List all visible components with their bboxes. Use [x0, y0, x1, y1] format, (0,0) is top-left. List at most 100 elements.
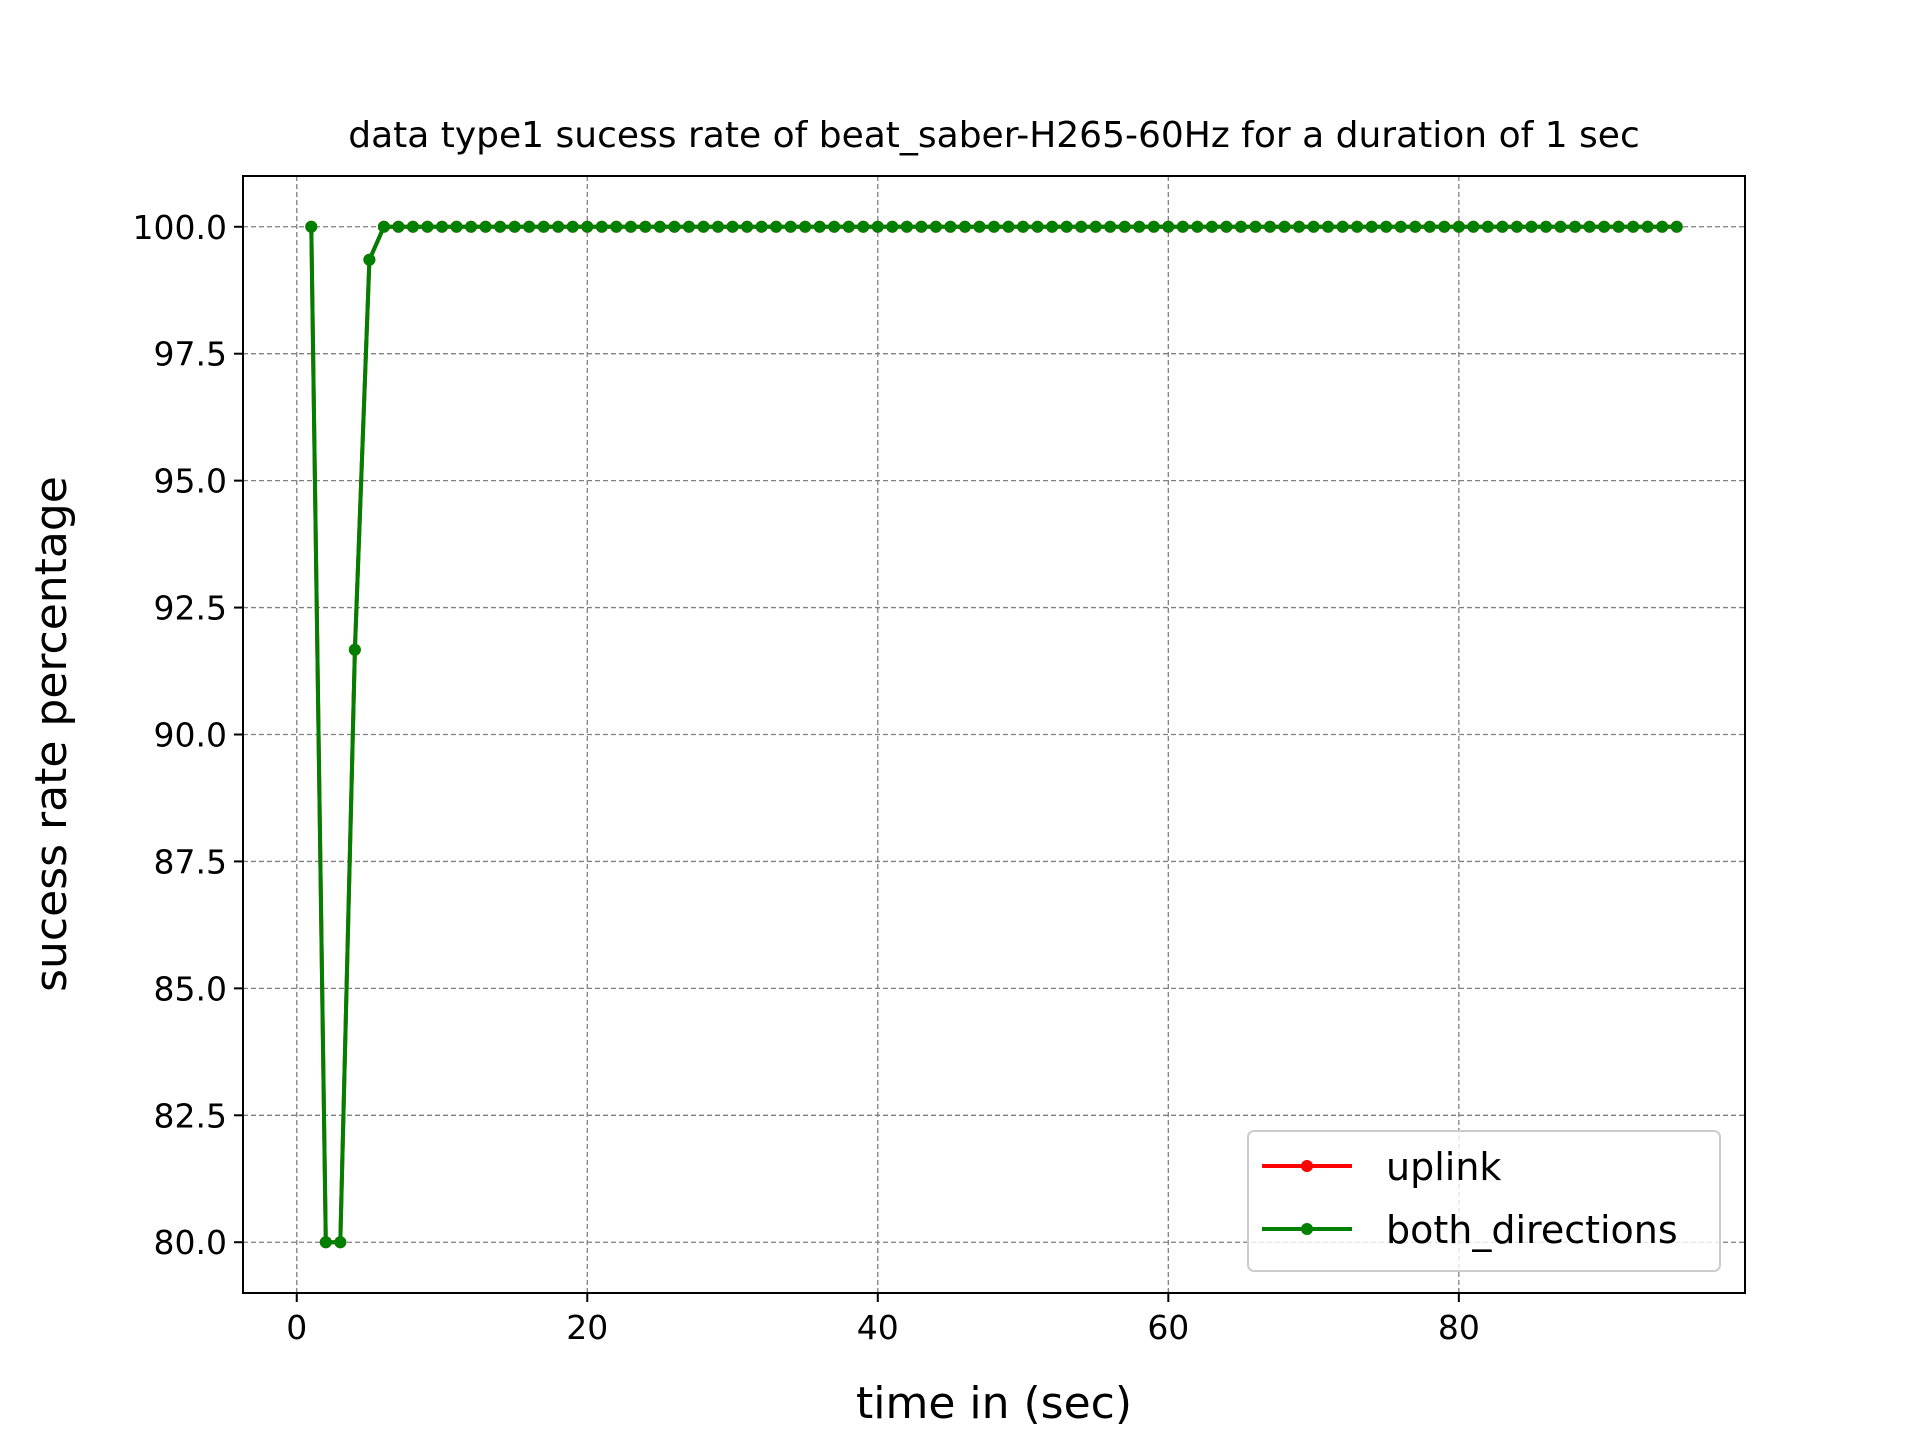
data-point-both-directions: [1220, 220, 1233, 233]
data-point-both-directions: [392, 220, 405, 233]
y-tick-label: 90.0: [154, 716, 227, 755]
data-point-both-directions: [1670, 220, 1683, 233]
data-point-both-directions: [581, 220, 594, 233]
legend: uplink both_directions: [1247, 1130, 1721, 1272]
x-tick-label: 20: [566, 1308, 608, 1347]
data-point-both-directions: [741, 220, 754, 233]
data-point-both-directions: [682, 220, 695, 233]
data-point-both-directions: [1060, 220, 1073, 233]
data-point-both-directions: [1046, 220, 1059, 233]
legend-box: [1247, 1130, 1721, 1272]
data-point-both-directions: [1438, 220, 1451, 233]
data-point-both-directions: [770, 220, 783, 233]
x-tick-label: 80: [1438, 1308, 1480, 1347]
data-point-both-directions: [1249, 220, 1262, 233]
data-point-both-directions: [857, 220, 870, 233]
legend-marker-uplink: [1301, 1160, 1313, 1172]
data-point-both-directions: [566, 220, 579, 233]
data-point-both-directions: [377, 220, 390, 233]
data-point-both-directions: [697, 220, 710, 233]
data-point-both-directions: [929, 220, 942, 233]
data-point-both-directions: [639, 220, 652, 233]
y-tick-label: 82.5: [154, 1096, 227, 1135]
data-point-both-directions: [465, 220, 478, 233]
series-layer: [305, 220, 1683, 1249]
data-point-both-directions: [508, 220, 521, 233]
data-point-both-directions: [1351, 220, 1364, 233]
legend-marker-both-directions: [1301, 1223, 1313, 1235]
data-point-both-directions: [1510, 220, 1523, 233]
data-point-both-directions: [1583, 220, 1596, 233]
x-tick-label: 60: [1147, 1308, 1189, 1347]
y-tick-label: 80.0: [154, 1223, 227, 1262]
data-point-both-directions: [552, 220, 565, 233]
data-point-both-directions: [1409, 220, 1422, 233]
data-point-both-directions: [915, 220, 928, 233]
data-point-both-directions: [799, 220, 812, 233]
data-point-both-directions: [1481, 220, 1494, 233]
data-point-both-directions: [595, 220, 608, 233]
data-point-both-directions: [1467, 220, 1480, 233]
data-point-both-directions: [1554, 220, 1567, 233]
data-point-both-directions: [1002, 220, 1015, 233]
data-point-both-directions: [813, 220, 826, 233]
legend-label-uplink: uplink: [1386, 1145, 1501, 1189]
data-point-both-directions: [610, 220, 623, 233]
data-point-both-directions: [1569, 220, 1582, 233]
y-tick-label: 87.5: [154, 842, 227, 881]
data-point-both-directions: [319, 1236, 332, 1249]
data-point-both-directions: [842, 220, 855, 233]
y-tick-label: 100.0: [133, 208, 227, 247]
data-point-both-directions: [755, 220, 768, 233]
chart-title: data type1 sucess rate of beat_saber-H26…: [348, 115, 1640, 156]
data-point-both-directions: [1365, 220, 1378, 233]
data-point-both-directions: [348, 643, 361, 656]
data-point-both-directions: [1031, 220, 1044, 233]
data-point-both-directions: [988, 220, 1000, 233]
data-point-both-directions: [479, 220, 492, 233]
legend-label-both-directions: both_directions: [1386, 1208, 1678, 1252]
data-point-both-directions: [1205, 220, 1218, 233]
data-point-both-directions: [1322, 220, 1335, 233]
data-point-both-directions: [1452, 220, 1465, 233]
data-point-both-directions: [1234, 220, 1247, 233]
data-point-both-directions: [406, 220, 419, 233]
grid-lines: [243, 176, 1745, 1293]
data-point-both-directions: [421, 220, 434, 233]
data-point-both-directions: [784, 220, 797, 233]
y-tick-label: 97.5: [154, 335, 227, 374]
data-point-both-directions: [1147, 220, 1160, 233]
data-point-both-directions: [436, 220, 449, 233]
data-point-both-directions: [1307, 220, 1320, 233]
data-point-both-directions: [1017, 220, 1030, 233]
data-point-both-directions: [305, 220, 318, 233]
data-point-both-directions: [958, 220, 971, 233]
data-point-both-directions: [1656, 220, 1669, 233]
data-point-both-directions: [1496, 220, 1509, 233]
data-point-both-directions: [363, 253, 376, 266]
data-point-both-directions: [523, 220, 536, 233]
data-point-both-directions: [973, 220, 986, 233]
data-point-both-directions: [1394, 220, 1407, 233]
data-point-both-directions: [1176, 220, 1189, 233]
data-point-both-directions: [1075, 220, 1088, 233]
data-point-both-directions: [668, 220, 681, 233]
data-point-both-directions: [1525, 220, 1538, 233]
x-tick-label: 0: [286, 1308, 307, 1347]
data-point-both-directions: [537, 220, 550, 233]
data-point-both-directions: [726, 220, 739, 233]
data-point-both-directions: [1278, 220, 1291, 233]
data-point-both-directions: [1293, 220, 1306, 233]
data-point-both-directions: [1118, 220, 1131, 233]
x-tick-label: 40: [857, 1308, 899, 1347]
data-point-both-directions: [1627, 220, 1640, 233]
data-point-both-directions: [494, 220, 507, 233]
data-point-both-directions: [450, 220, 463, 233]
data-point-both-directions: [1336, 220, 1349, 233]
y-axis-label: sucess rate percentage: [26, 476, 77, 992]
data-point-both-directions: [1423, 220, 1436, 233]
data-point-both-directions: [1641, 220, 1654, 233]
data-point-both-directions: [712, 220, 725, 233]
data-point-both-directions: [624, 220, 637, 233]
